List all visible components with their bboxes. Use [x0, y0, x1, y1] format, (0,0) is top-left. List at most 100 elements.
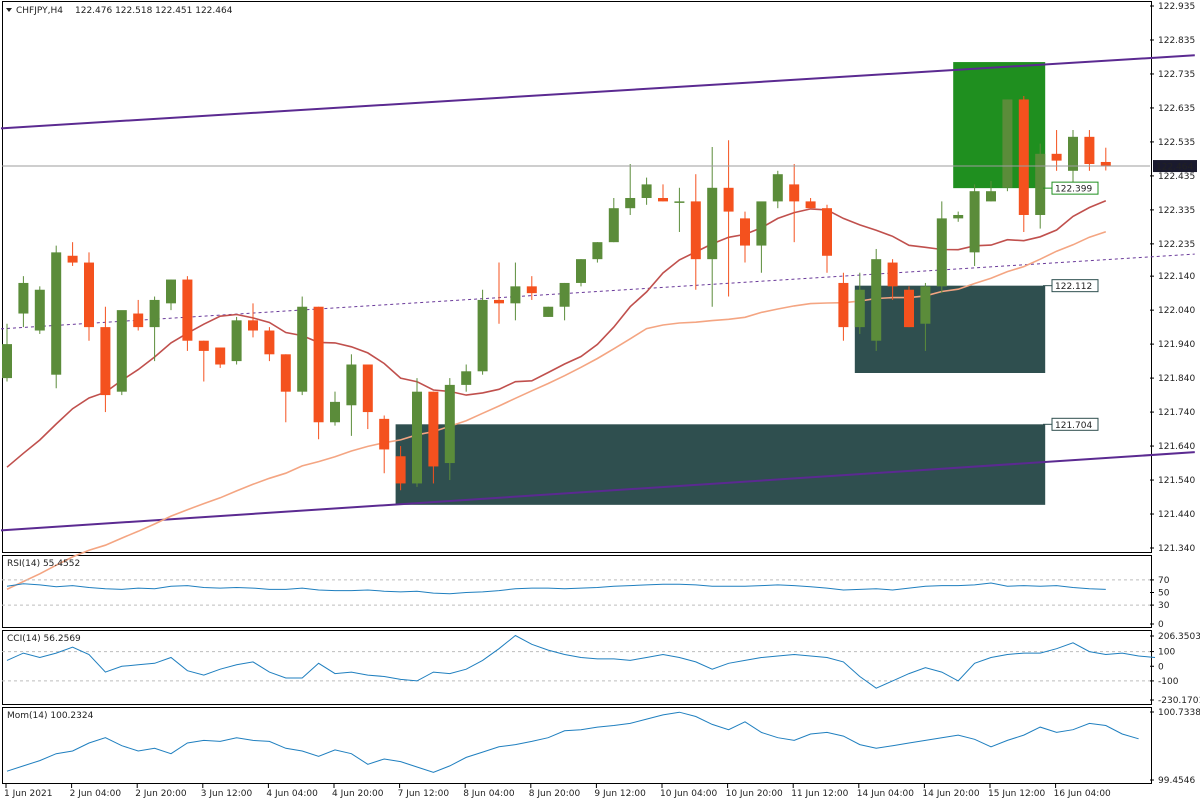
candle-body: [280, 354, 291, 392]
candles-layer: [2, 96, 1111, 491]
rsi-title: RSI(14) 55.4552: [7, 559, 80, 569]
symbol-label: CHFJPY,H4: [16, 6, 63, 16]
candle: [625, 164, 636, 215]
candle: [395, 446, 406, 491]
candle: [444, 378, 455, 481]
level-tag-box: [1051, 417, 1099, 431]
rsi-tick-label: 30: [1158, 601, 1170, 611]
candle: [543, 306, 554, 317]
symbol-dropdown-icon[interactable]: [6, 8, 12, 12]
candle-body: [182, 279, 193, 341]
time-tick-label: 14 Jun 20:00: [922, 789, 979, 799]
candle-body: [969, 191, 980, 253]
time-axis: 1 Jun 2021 2 Jun 04:00 2 Jun 20:00 3 Jun 12…: [4, 784, 1111, 799]
candle-body: [428, 391, 439, 467]
level-tag-label: 122.399: [1055, 185, 1092, 195]
candle: [84, 252, 94, 341]
time-tick-label: 9 Jun 12:00: [594, 789, 646, 799]
time-tick-label: 8 Jun 04:00: [463, 789, 515, 799]
candle: [2, 323, 12, 382]
candle: [461, 364, 472, 392]
candle-body: [1051, 153, 1062, 161]
candle-body: [1018, 99, 1029, 215]
candle-body: [1035, 153, 1046, 215]
candle: [116, 310, 127, 396]
candle: [330, 391, 340, 426]
time-tick-label: 11 Jun 12:00: [791, 789, 848, 799]
candle-body: [1100, 161, 1111, 167]
candle-body: [395, 456, 406, 484]
level-tag-label: 122.112: [1055, 282, 1092, 292]
candle-body: [461, 371, 472, 385]
time-tick-label: 2 Jun 04:00: [70, 789, 122, 799]
price-tick-label: 122.235: [1158, 240, 1195, 250]
price-tick-label: 121.440: [1158, 510, 1195, 520]
candle-body: [822, 208, 832, 256]
upper-dark-zone: [854, 285, 1046, 373]
candle-body: [477, 299, 488, 372]
candle-body: [67, 255, 78, 263]
candle-body: [362, 364, 373, 413]
candle-body: [936, 218, 947, 287]
candle-body: [953, 214, 964, 219]
candle: [1002, 99, 1013, 192]
mom-line: [6, 711, 1139, 773]
candle-body: [854, 289, 865, 328]
candle-body: [1068, 136, 1078, 171]
candle: [674, 187, 685, 232]
price-tick-label: 122.535: [1158, 138, 1195, 148]
candle: [559, 282, 570, 321]
candle-body: [526, 286, 537, 294]
candle: [526, 276, 537, 300]
candle-body: [805, 201, 816, 209]
channel-upper: [0, 54, 1195, 130]
candle: [592, 242, 603, 263]
mom-title: Mom(14) 100.2324: [7, 711, 94, 721]
price-tick-label: 121.540: [1158, 476, 1195, 486]
candle: [133, 299, 144, 331]
candle-body: [756, 201, 767, 246]
levels-layer: 122.399 122.112 121.704: [2, 165, 1150, 431]
zones-layer: [395, 62, 1046, 505]
oscillators-layer: 70 50 30 0 206.3503 100 0 -100 -230.1701 100.7338…: [2, 576, 1200, 786]
candle-body: [133, 313, 144, 328]
candle: [248, 303, 258, 338]
candle-body: [641, 184, 652, 198]
candle: [231, 316, 242, 365]
candle-body: [772, 174, 783, 202]
cci-line: [6, 634, 1156, 689]
candle-body: [576, 259, 586, 283]
time-tick-label: 8 Jun 20:00: [529, 789, 581, 799]
candle: [149, 296, 160, 362]
candle: [608, 197, 619, 243]
rsi-tick-label: 70: [1158, 576, 1170, 586]
candle-body: [904, 289, 914, 328]
candle: [428, 391, 439, 484]
candle-body: [297, 306, 308, 392]
time-tick-label: 4 Jun 04:00: [266, 789, 318, 799]
candle: [838, 272, 849, 341]
candle-body: [707, 187, 718, 260]
price-panel-frame: [2, 1, 1152, 553]
candle: [658, 184, 668, 202]
candle-body: [674, 201, 685, 203]
candle: [723, 140, 734, 297]
price-tick-label: 121.740: [1158, 408, 1195, 418]
candle-body: [84, 262, 94, 328]
candle-body: [871, 259, 882, 341]
price-tick-label: 122.140: [1158, 272, 1195, 282]
candle: [346, 354, 357, 436]
price-tick-label: 121.640: [1158, 442, 1195, 452]
candle-body: [625, 197, 636, 209]
candle: [379, 415, 390, 474]
time-tick-label: 4 Jun 20:00: [332, 789, 384, 799]
candle-body: [34, 289, 45, 331]
candle: [690, 174, 701, 290]
candle-body: [887, 262, 898, 287]
candle-body: [723, 187, 734, 212]
time-tick-label: 1 Jun 2021: [4, 789, 52, 799]
level-tag-label: 121.704: [1055, 421, 1092, 431]
rsi-tick-label: 0: [1158, 620, 1164, 630]
candle-body: [18, 282, 29, 314]
candle: [198, 340, 209, 382]
